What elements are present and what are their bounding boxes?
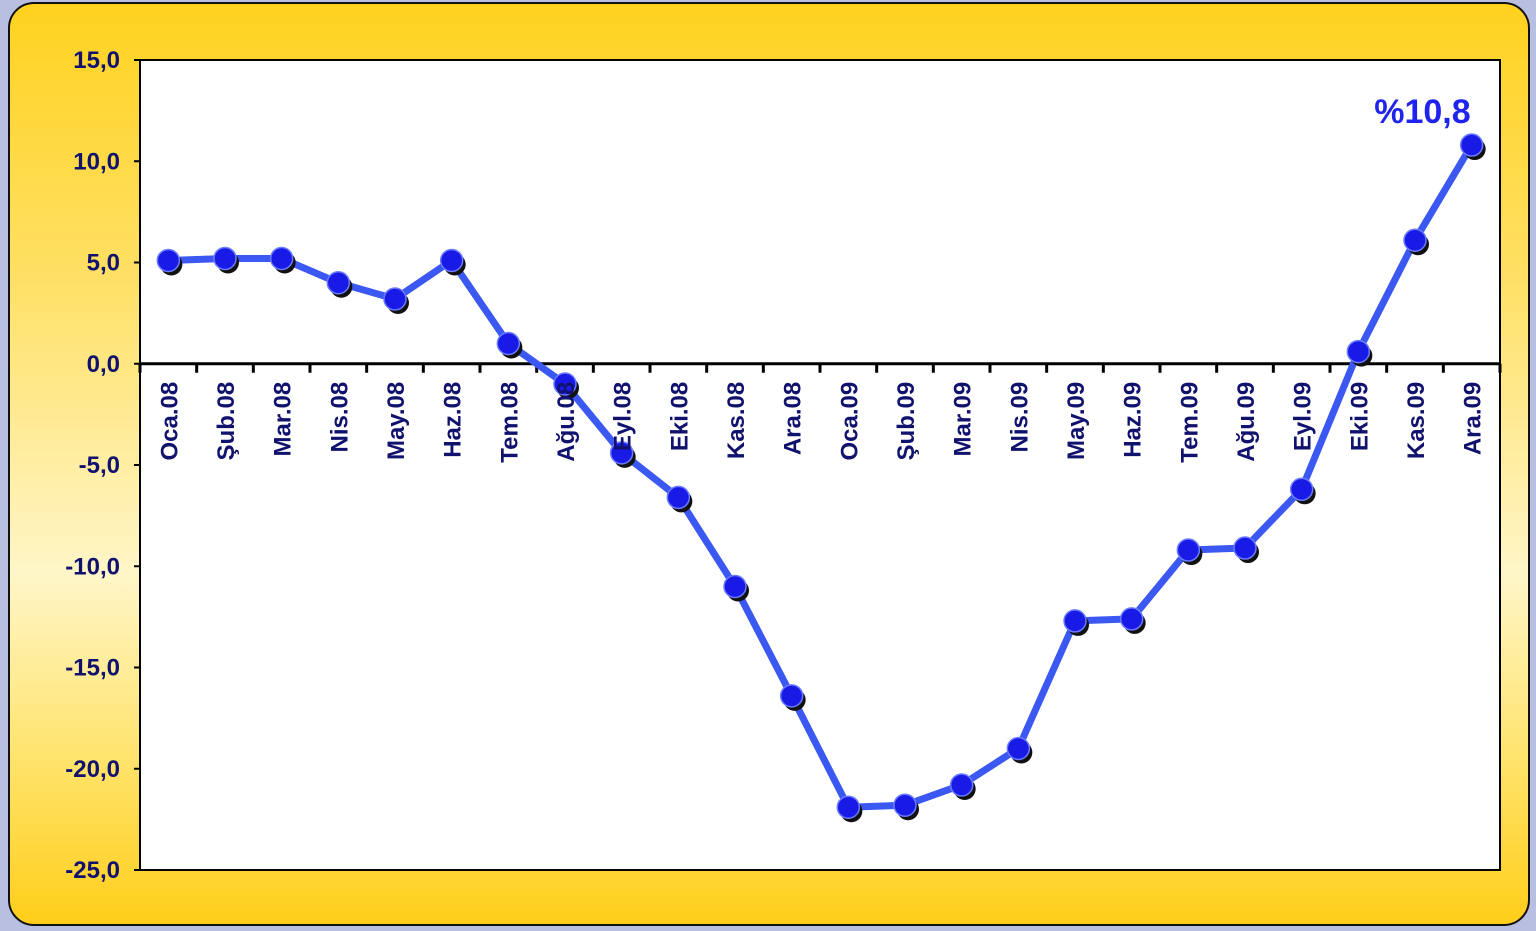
line-chart: 15,0 10,0 5,0 0,0 -5,0 -10,0 -15,0 -20,0 -25,0 O…	[65, 47, 1502, 884]
data-point	[1176, 538, 1203, 566]
data-point	[269, 246, 296, 274]
x-tick-label: Eki.08	[666, 382, 693, 451]
data-point-marker	[1346, 339, 1371, 364]
data-point-marker	[383, 287, 407, 311]
x-tick-label: Eyl.09	[1290, 382, 1317, 451]
x-tick-label: Şub.09	[893, 382, 920, 461]
data-point-marker	[779, 684, 804, 708]
data-point-marker	[949, 773, 974, 797]
data-point-marker	[156, 248, 181, 273]
x-tick-label: Ağu.08	[553, 382, 580, 462]
data-point	[666, 485, 693, 513]
data-point	[156, 248, 183, 276]
data-point	[383, 287, 409, 314]
x-tick-label: Eyl.08	[610, 382, 637, 451]
y-tick-label: -15,0	[65, 655, 120, 682]
data-point	[496, 331, 523, 359]
x-tick-label: Oca.09	[836, 382, 863, 461]
data-point-marker	[1289, 477, 1314, 502]
data-point-marker	[213, 246, 237, 271]
data-point-marker	[1006, 736, 1031, 761]
x-axis	[138, 362, 1502, 373]
data-point-marker	[496, 331, 521, 356]
x-tick-label: Tem.09	[1176, 382, 1203, 463]
y-tick-label: -25,0	[65, 857, 120, 884]
x-tick-labels: Oca.08 Şub.08 Mar.08 Nis.08 May.08 Haz.08 Tem.…	[156, 382, 1486, 463]
data-point	[609, 441, 636, 468]
x-tick-label: Nis.09	[1006, 382, 1033, 453]
data-point-marker	[1176, 538, 1201, 562]
data-point	[553, 372, 579, 399]
data-point-marker	[1459, 133, 1484, 157]
data-point	[949, 773, 976, 800]
x-tick-label: Kas.09	[1403, 382, 1430, 459]
x-tick-label: May.09	[1063, 382, 1090, 460]
data-point-marker	[553, 372, 577, 396]
data-point-marker	[893, 793, 917, 817]
data-point	[213, 246, 239, 274]
data-point-marker	[269, 246, 294, 271]
data-point-marker	[666, 485, 691, 510]
data-point	[1403, 228, 1429, 256]
x-tick-label: Mar.09	[950, 382, 977, 457]
data-point-marker	[326, 271, 351, 295]
y-tick-label: -5,0	[79, 452, 120, 479]
data-point	[439, 248, 466, 276]
data-point	[1233, 536, 1259, 564]
data-point-marker	[609, 441, 634, 465]
x-tick-label: Ara.09	[1460, 382, 1487, 455]
data-point	[836, 795, 863, 823]
y-tick-label: 0,0	[87, 351, 120, 378]
chart-frame: 15,0 10,0 5,0 0,0 -5,0 -10,0 -15,0 -20,0 -25,0 O…	[8, 2, 1530, 926]
y-tick-label: 15,0	[73, 47, 120, 74]
data-point-marker	[1063, 609, 1087, 633]
data-point	[1289, 477, 1316, 505]
x-tick-label: Şub.08	[213, 382, 240, 461]
y-axis: 15,0 10,0 5,0 0,0 -5,0 -10,0 -15,0 -20,0 -25,0	[65, 47, 140, 884]
x-tick-label: May.08	[383, 382, 410, 460]
x-tick-label: Kas.08	[723, 382, 750, 459]
y-tick-label: 5,0	[87, 250, 120, 277]
data-point	[326, 271, 353, 298]
x-tick-label: Haz.08	[440, 382, 467, 458]
data-point	[1459, 133, 1486, 161]
data-point-marker	[439, 248, 464, 273]
x-tick-label: Haz.09	[1120, 382, 1147, 458]
data-point-marker	[723, 574, 747, 599]
plot-area	[139, 59, 1501, 871]
x-tick-label: Tem.08	[496, 382, 523, 463]
data-point-marker	[1233, 536, 1257, 560]
data-point	[1119, 607, 1146, 634]
data-point	[723, 574, 749, 602]
x-tick-label: Ağu.09	[1233, 382, 1260, 462]
data-point-marker	[1403, 228, 1427, 252]
data-point-marker	[836, 795, 861, 819]
x-tick-label: Eki.09	[1346, 382, 1373, 451]
x-tick-label: Oca.08	[156, 382, 183, 461]
x-tick-label: Ara.08	[780, 382, 807, 455]
series-line	[156, 133, 1486, 823]
y-tick-label: 10,0	[73, 148, 120, 175]
x-tick-label: Nis.08	[326, 382, 353, 453]
y-tick-label: -10,0	[65, 553, 120, 580]
data-point-marker	[1119, 607, 1144, 631]
x-tick-label: Mar.08	[270, 382, 297, 457]
data-point	[893, 793, 919, 821]
y-tick-label: -20,0	[65, 756, 120, 783]
data-point	[1006, 736, 1033, 764]
data-point	[1346, 339, 1373, 367]
data-point	[1063, 609, 1089, 636]
data-point	[779, 684, 806, 711]
last-value-annotation: %10,8	[1374, 93, 1470, 131]
